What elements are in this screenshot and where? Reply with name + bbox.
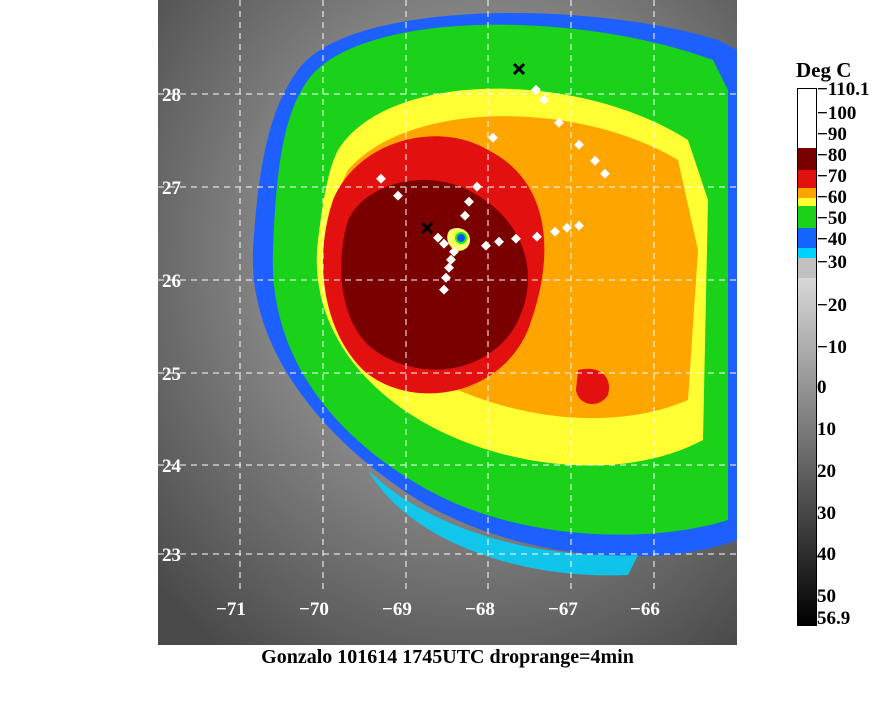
colorbar-title: Deg C xyxy=(796,58,852,82)
dropsonde-points xyxy=(376,84,610,295)
colorbar-tick: −50 xyxy=(817,208,847,229)
colorbar-tick: −30 xyxy=(817,252,847,273)
cross-markers xyxy=(420,62,526,235)
colorbar-tick: −20 xyxy=(817,295,847,316)
lon-label-minus71: −71 xyxy=(216,599,246,620)
map-caption: Gonzalo 101614 1745UTC droprange=4min xyxy=(261,646,634,668)
lat-label-26: 26 xyxy=(162,271,181,292)
colorbar-tick: 10 xyxy=(817,419,836,440)
lat-label-28: 28 xyxy=(162,85,181,106)
colorbar-tick: 40 xyxy=(817,544,836,565)
lat-label-27: 27 xyxy=(162,178,181,199)
lat-label-25: 25 xyxy=(162,364,181,385)
colorbar-tick: 50 xyxy=(817,586,836,607)
lat-label-24: 24 xyxy=(162,456,181,477)
eye-center xyxy=(455,232,467,244)
lon-label-minus68: −68 xyxy=(465,599,495,620)
colorbar-tick: 56.9 xyxy=(817,608,851,629)
lat-label-23: 23 xyxy=(162,545,181,566)
colorbar-tick: −40 xyxy=(817,229,847,250)
colorbar-tick: −80 xyxy=(817,145,847,166)
colorbar xyxy=(797,88,817,626)
colorbar-tick: −110.1 xyxy=(817,79,870,100)
colorbar-tick: −90 xyxy=(817,124,847,145)
lon-label-minus69: −69 xyxy=(382,599,412,620)
cloud-maroon-core xyxy=(341,180,528,370)
lon-label-minus67: −67 xyxy=(548,599,578,620)
lon-label-minus66: −66 xyxy=(630,599,660,620)
colorbar-tick: 0 xyxy=(817,377,827,398)
cloud-red-spot xyxy=(576,368,609,405)
colorbar-tick: −100 xyxy=(817,103,857,124)
satellite-ir-map xyxy=(158,0,737,645)
lon-label-minus70: −70 xyxy=(299,599,329,620)
colorbar-tick: −10 xyxy=(817,337,847,358)
colorbar-tick: 20 xyxy=(817,461,836,482)
colorbar-tick: −60 xyxy=(817,187,847,208)
colorbar-tick: 30 xyxy=(817,503,836,524)
colorbar-tick: −70 xyxy=(817,166,847,187)
